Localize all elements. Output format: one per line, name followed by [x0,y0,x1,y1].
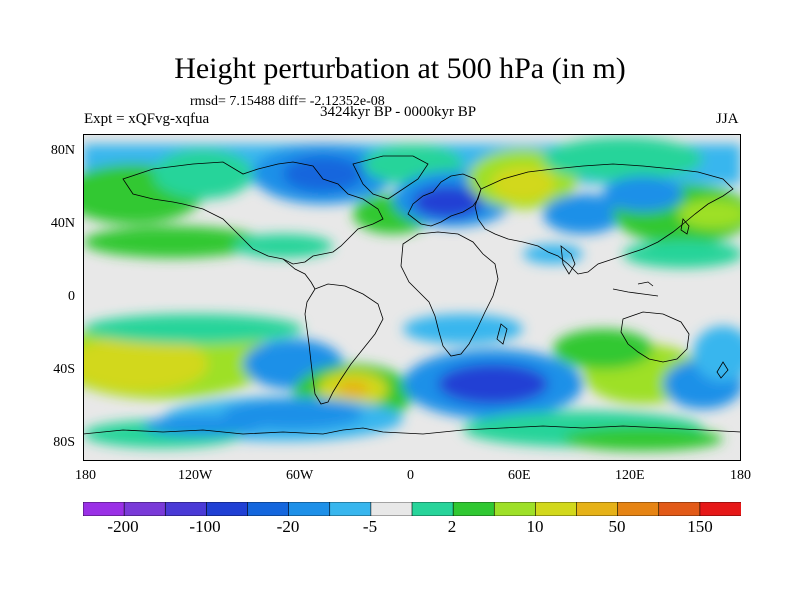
colorbar [82,501,742,517]
map-panel [83,134,741,461]
season-label: JJA [716,111,739,127]
contour-map [83,134,741,461]
sh-indian-deep [438,364,548,404]
colorbar-swatch [658,501,701,517]
south-america-coast [304,283,384,405]
colorbar-label: -20 [276,517,300,536]
lon-label-180e: 180 [730,468,751,483]
colorbar-swatch [247,501,290,517]
lon-label-60w: 60W [286,468,314,483]
colorbar-swatch [288,501,331,517]
experiment-label: Expt = xQFvg-xqfua [84,111,210,127]
sh-indian-teal [403,314,523,344]
nh-pacific-east-yellow [678,199,741,229]
lat-label-40n: 40N [50,216,75,231]
nh-pacific-teal [153,149,253,199]
sh-pacific-teal [83,314,303,344]
colorbar-swatch [164,501,208,517]
central-america-coast [282,258,316,290]
colorbar-swatch [206,501,249,517]
sh-pacific-yellow [83,336,208,392]
greenland-coast [352,155,429,200]
colorbar-label: 50 [608,517,626,536]
japan-coast [680,218,690,235]
sh-polar-west-blue [143,416,263,436]
asia-coast [474,163,734,275]
nh-wpac-teal [623,240,741,268]
lon-label-0: 0 [407,468,414,483]
nh-tropical-band [83,226,263,258]
colorbar-swatch [370,501,413,517]
colorbar-swatch [535,501,578,517]
lon-label-120e: 120E [615,468,645,483]
lat-label-40s: 40S [53,362,75,377]
colorbar-swatch [617,501,660,517]
colorbar-label: 2 [447,517,457,536]
sh-atlantic-blue2 [223,399,363,429]
colorbar-label: -5 [362,517,378,536]
colorbar-swatch [452,501,496,517]
lat-label-80s: 80S [53,435,75,450]
plot-title: Height perturbation at 500 hPa (in m) [174,52,626,85]
colorbar-swatch [329,501,372,517]
stats-label: rmsd= 7.15488 diff= -2.12352e-08 [190,94,385,109]
indonesia-coast [612,281,659,297]
map-frame [83,134,741,461]
lon-label-120w: 120W [178,468,213,483]
coastlines [83,155,741,435]
colorbar-swatch [411,501,454,517]
colorbar-swatch [493,501,537,517]
period-label: 3424kyr BP - 0000kyr BP [320,104,477,120]
nh-asia-blue [543,194,623,234]
nh-europe-deep [413,186,483,218]
sh-atlantic-orange [337,381,369,397]
colorbar-label: 10 [526,517,544,536]
colorbar-swatch [123,501,167,517]
colorbar-label: -200 [107,517,139,536]
madagascar-coast [496,323,508,345]
nh-tropical-teal [233,234,333,258]
colorbar-label: -100 [189,517,221,536]
sh-se-pacific-blue [693,326,741,382]
lon-label-60e: 60E [508,468,531,483]
sh-polar-green [563,427,723,451]
north-america-coast [122,161,384,265]
nh-canada-deep [283,156,363,192]
nh-siberia-yellow [491,166,555,202]
nh-arctic-teal [543,137,703,181]
colorbar-swatch [82,501,125,517]
australia-coast [620,311,690,363]
sh-aus-green2 [553,329,653,369]
africa-coast [400,231,499,357]
colorbar-swatch [576,501,619,517]
colorbar-swatch [699,501,742,517]
colorbar-label: 150 [687,517,713,536]
india-coast [560,245,576,275]
lat-label-0: 0 [68,289,75,304]
nh-npac-blue [603,176,683,212]
new-zealand-coast [716,361,729,379]
antarctica-coast [83,425,741,435]
lon-label-180w: 180 [75,468,96,483]
colorbar-swatches [82,501,742,517]
lat-label-80n: 80N [50,143,75,158]
